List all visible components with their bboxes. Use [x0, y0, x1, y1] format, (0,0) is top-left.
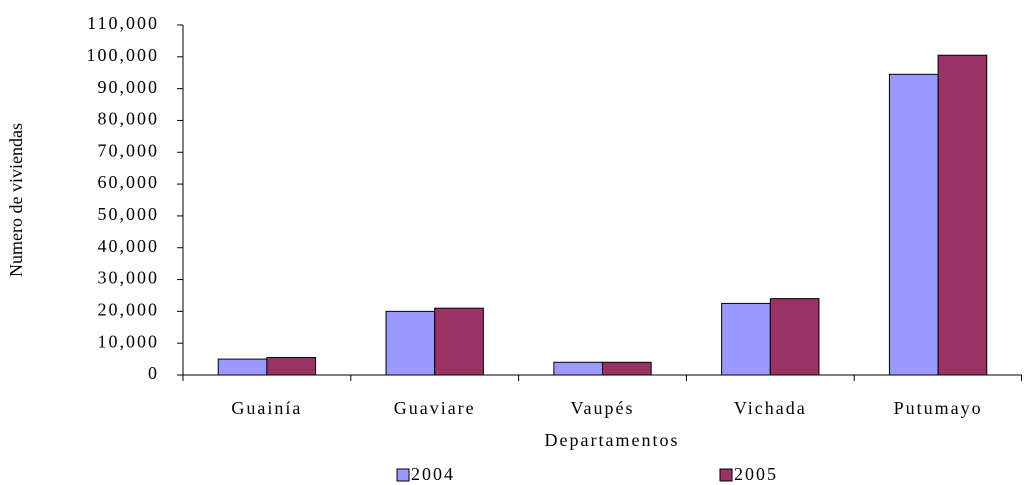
y-axis-title: Numero de viviendas: [6, 123, 26, 277]
y-tick-label: 110,000: [87, 13, 159, 33]
bar: [602, 361, 652, 376]
x-tick-label: Guainía: [231, 398, 302, 418]
y-tick-label: 10,000: [98, 331, 160, 351]
y-tick-label: 60,000: [98, 172, 160, 192]
bar: [217, 358, 268, 376]
legend-swatch: [396, 468, 410, 482]
y-tick-label: 30,000: [98, 268, 160, 288]
bar: [721, 302, 771, 376]
bar: [937, 54, 988, 376]
x-tick-label: Guaviare: [394, 398, 476, 418]
x-tick-label: Vichada: [734, 398, 807, 418]
bar: [266, 357, 317, 376]
bar: [385, 310, 436, 376]
legend-label: 2004: [411, 464, 455, 484]
y-tick-label: 0: [148, 363, 159, 383]
bar: [553, 361, 604, 376]
x-axis-title: Departamentos: [545, 430, 680, 450]
y-tick-label: 20,000: [98, 299, 160, 319]
y-tick-label: 100,000: [87, 45, 160, 65]
bar: [434, 307, 484, 376]
bar: [888, 73, 939, 376]
x-tick-label: Vaupés: [571, 398, 635, 418]
x-tick-label: Putumayo: [894, 398, 983, 418]
y-tick-label: 70,000: [98, 140, 160, 160]
bar: [769, 298, 820, 376]
legend-swatch: [719, 468, 733, 482]
y-tick-label: 50,000: [98, 204, 160, 224]
y-tick-label: 90,000: [98, 77, 160, 97]
y-tick-label: 80,000: [98, 109, 160, 129]
legend-label: 2005: [734, 464, 778, 484]
y-tick-label: 40,000: [98, 236, 160, 256]
